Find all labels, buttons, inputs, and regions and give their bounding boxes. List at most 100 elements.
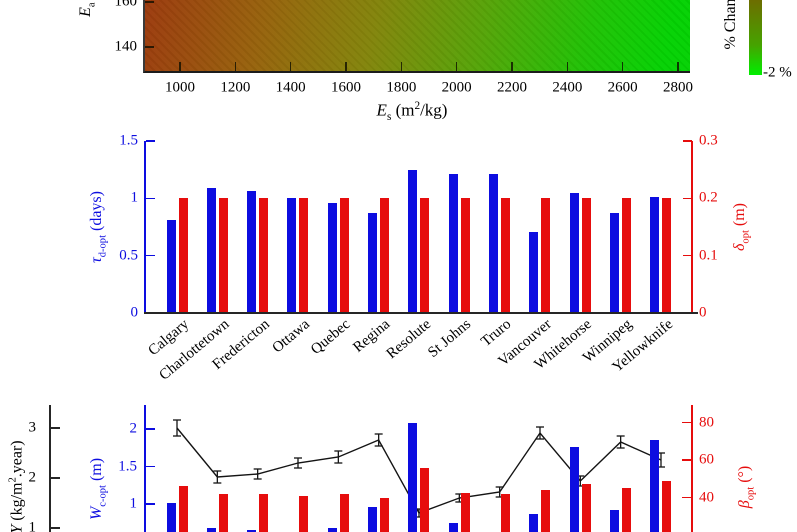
heatmap-x-tick-label: 2800 [663,79,693,96]
bottom-outer-tick [51,427,60,429]
tau-bar [247,191,257,312]
middle-right-tick-label: 0 [699,304,707,321]
heatmap-y-tick-label: 140 [114,38,138,55]
heatmap-x-tick [345,62,347,71]
es-subscript: s [386,110,392,123]
heatmap-y-tick [145,46,154,48]
delta-bar [218,198,228,312]
delta-bar [380,198,390,312]
delta-bar [581,198,591,312]
bottom-outer-tick-label: 1 [28,519,37,532]
delta-bar [178,198,188,312]
w-bar [610,510,620,532]
middle-left-tick-label: 1.5 [119,132,138,149]
middle-x-axis-line [144,312,698,314]
heatmap-y-tick [145,1,154,3]
w-bar [368,507,378,532]
heatmap-x-tick-label: 1600 [331,79,361,96]
heatmap-x-axis-label: Es (m2/kg) [376,99,448,123]
beta-bar [339,493,349,532]
delta-bar [259,198,269,312]
w-bar [206,528,216,532]
bottom-left-tick-label: 1.5 [118,458,137,474]
beta-bar [622,488,632,532]
middle-left-tick-label: 0 [130,304,139,321]
bottom-left-tick-label: 2 [129,420,138,437]
middle-left-tick [146,254,155,257]
beta-bar [581,484,591,532]
heatmap-x-tick [234,62,237,71]
heatmap-x-tick [621,62,624,71]
bottom-left-tick [146,503,155,505]
heatmap-plot [143,0,690,73]
middle-left-axis-line [144,141,146,314]
tau-bar [206,188,216,312]
bottom-right-tick [682,421,691,424]
tau-bar [529,231,539,312]
w-bar [247,530,257,532]
middle-right-tick [683,254,692,257]
colorbar [749,0,762,75]
delta-bar [541,198,551,312]
w-bar [327,528,337,532]
bottom-left-axis-line [144,405,146,532]
delta-bar [339,198,349,312]
heatmap-x-tick-label: 2000 [441,79,472,96]
delta-bar [299,198,309,312]
w-bar [408,423,418,532]
es-units-post: /kg) [420,100,448,120]
bottom-outer-tick [51,527,60,529]
bottom-outer-tick [51,477,60,479]
middle-right-tick-label: 0.1 [699,247,718,264]
tau-bar [408,169,418,312]
beta-bar [501,493,511,532]
middle-left-tick [146,197,155,200]
bottom-right-tick-label: 40 [699,489,714,505]
w-bar [448,522,458,532]
bottom-right-tick-label: 80 [699,414,714,430]
heatmap-x-tick-label: 1400 [275,79,306,96]
colorbar-bottom-tick-label: -2 % [763,64,792,81]
bottom-right-axis-line [691,405,693,532]
tau-bar [166,220,176,312]
es-symbol: E [376,100,387,120]
beta-bar [380,497,390,532]
w-bar [569,447,579,532]
heatmap-y-tick-label: 160 [114,0,138,10]
delta-bar [460,198,470,312]
heatmap-x-tick [289,62,292,71]
delta-bar [420,198,430,312]
heatmap-x-tick [400,62,403,71]
bottom-left-tick [146,465,155,468]
heatmap-x-tick [566,62,569,71]
heatmap-x-tick [677,62,679,71]
es-units-sup: 2 [414,99,421,112]
beta-bar [218,493,228,532]
tau-bar [489,174,499,312]
heatmap-x-tick-label: 2400 [552,79,583,96]
heatmap-x-tick-label: 1000 [165,79,195,96]
beta-bar [662,480,672,532]
beta-bar [541,490,551,532]
delta-bar [622,198,632,312]
heatmap-x-tick [511,62,513,71]
es-units-pre: (m [391,100,415,120]
bottom-outer-tick-label: 2 [28,469,37,486]
delta-bar [662,198,672,312]
bottom-outer-left-axis-line [49,405,51,532]
w-bar [529,513,539,532]
tau-bar [610,213,620,312]
beta-bar [299,495,309,532]
beta-bar [259,493,269,532]
beta-bar [420,467,430,532]
tau-bar [368,213,378,312]
tau-bar [448,174,458,312]
w-bar [166,503,176,532]
middle-right-axis-line [691,141,693,314]
bottom-left-tick-label: 1 [129,495,138,512]
bottom-right-tick-label: 60 [699,451,714,468]
bottom-left-tick [146,428,155,430]
w-bar [650,440,660,532]
